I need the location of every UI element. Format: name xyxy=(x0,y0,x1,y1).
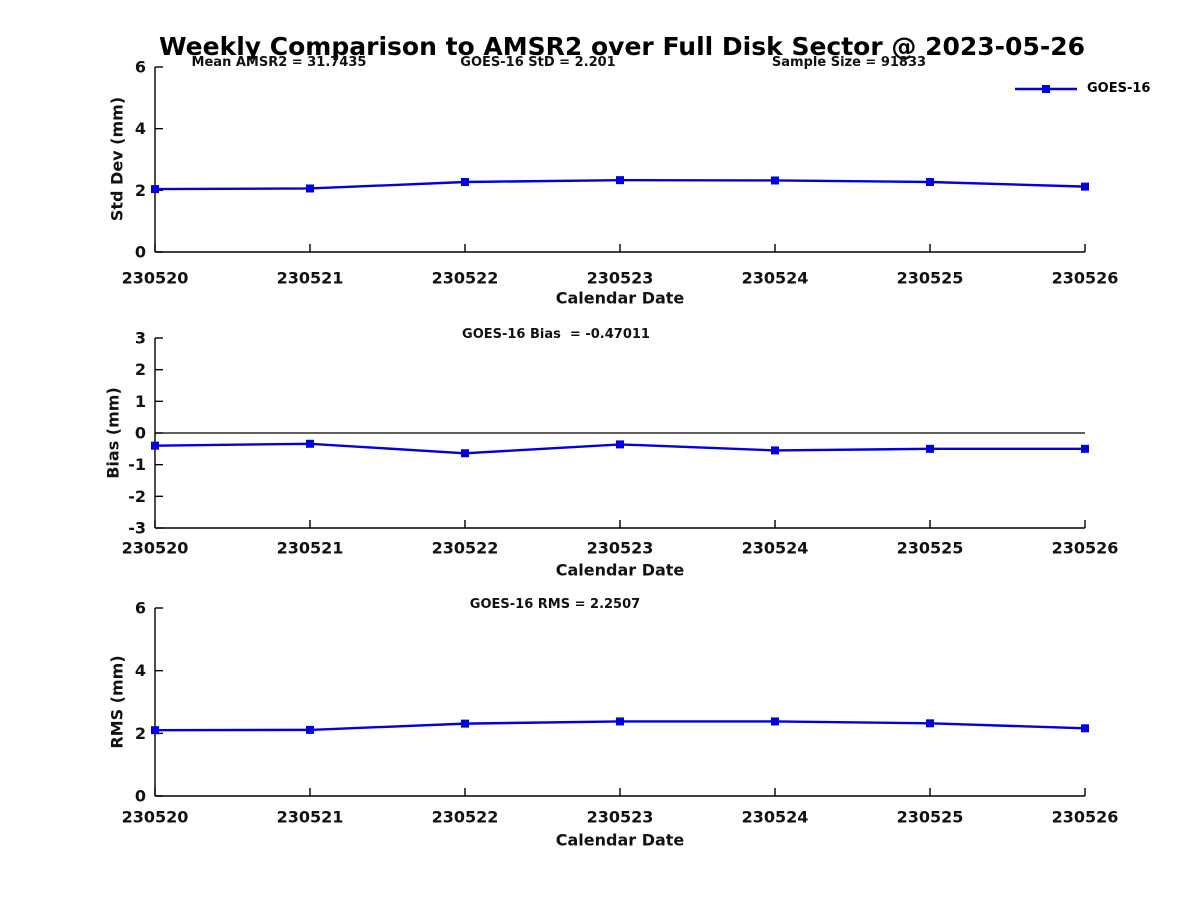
annotation-sample-size: Sample Size = 91833 xyxy=(771,55,927,70)
x-tick-label: 230526 xyxy=(1052,539,1119,558)
data-point-marker xyxy=(616,440,624,449)
x-tick-label: 230522 xyxy=(432,539,499,558)
x-tick-label: 230523 xyxy=(587,808,654,827)
y-tick-label: 6 xyxy=(135,599,146,618)
y-tick-label: 6 xyxy=(135,58,146,77)
data-point-marker xyxy=(151,441,159,450)
y-tick-label: 4 xyxy=(135,661,146,680)
data-point-marker xyxy=(771,446,779,455)
legend-line-marker-icon xyxy=(1015,84,1077,93)
annotation-goes16-std: GOES-16 StD = 2.201 xyxy=(460,55,616,70)
data-point-marker xyxy=(461,449,469,458)
x-tick-label: 230526 xyxy=(1052,269,1119,288)
y-tick-label: 2 xyxy=(135,360,146,379)
x-axis-label-std-dev: Calendar Date xyxy=(555,288,685,308)
figure-title: Weekly Comparison to AMSR2 over Full Dis… xyxy=(158,32,1086,61)
y-tick-label: -2 xyxy=(128,487,146,506)
data-point-marker xyxy=(616,717,624,726)
data-point-marker xyxy=(771,176,779,185)
x-tick-label: 230525 xyxy=(897,269,964,288)
data-point-marker xyxy=(306,184,314,193)
x-tick-label: 230523 xyxy=(587,269,654,288)
x-axis-label-rms: Calendar Date xyxy=(555,830,685,850)
x-tick-label: 230522 xyxy=(432,269,499,288)
data-point-marker xyxy=(926,719,934,728)
data-point-marker xyxy=(1081,724,1089,733)
x-tick-label: 230522 xyxy=(432,808,499,827)
x-tick-label: 230524 xyxy=(742,808,809,827)
data-point-marker xyxy=(306,439,314,448)
y-tick-label: 3 xyxy=(135,329,146,348)
data-point-marker xyxy=(926,444,934,453)
y-tick-label: 0 xyxy=(135,243,146,262)
data-point-marker xyxy=(1081,182,1089,191)
data-point-marker xyxy=(306,725,314,734)
x-tick-label: 230525 xyxy=(897,808,964,827)
x-tick-label: 230520 xyxy=(122,269,189,288)
data-point-marker xyxy=(461,178,469,187)
x-tick-label: 230520 xyxy=(122,539,189,558)
data-point-marker xyxy=(461,719,469,728)
data-point-marker xyxy=(151,726,159,735)
y-tick-label: 4 xyxy=(135,119,146,138)
x-tick-label: 230524 xyxy=(742,269,809,288)
annotation-goes16-bias: GOES-16 Bias = -0.47011 xyxy=(462,327,650,342)
x-axis-label-bias: Calendar Date xyxy=(555,560,685,580)
x-tick-label: 230521 xyxy=(277,808,344,827)
data-point-marker xyxy=(151,185,159,194)
y-tick-label: 0 xyxy=(135,787,146,806)
x-tick-label: 230524 xyxy=(742,539,809,558)
legend-label: GOES-16 xyxy=(1087,81,1151,96)
y-tick-label: 2 xyxy=(135,181,146,200)
x-tick-label: 230525 xyxy=(897,539,964,558)
x-tick-label: 230521 xyxy=(277,269,344,288)
y-tick-label: 2 xyxy=(135,724,146,743)
data-point-marker xyxy=(616,176,624,185)
data-point-marker xyxy=(926,178,934,187)
x-tick-label: 230520 xyxy=(122,808,189,827)
data-point-marker xyxy=(1081,444,1089,453)
x-tick-label: 230521 xyxy=(277,539,344,558)
x-tick-label: 230526 xyxy=(1052,808,1119,827)
x-tick-label: 230523 xyxy=(587,539,654,558)
y-tick-label: -1 xyxy=(128,455,146,474)
annotation-goes16-rms: GOES-16 RMS = 2.2507 xyxy=(469,597,641,612)
legend: GOES-16 xyxy=(1014,81,1150,96)
y-tick-label: 0 xyxy=(135,424,146,443)
data-point-marker xyxy=(771,717,779,726)
y-tick-label: 1 xyxy=(135,392,146,411)
y-tick-label: -3 xyxy=(128,519,146,538)
annotation-mean-amsr2: Mean AMSR2 = 31.7435 xyxy=(191,55,367,70)
